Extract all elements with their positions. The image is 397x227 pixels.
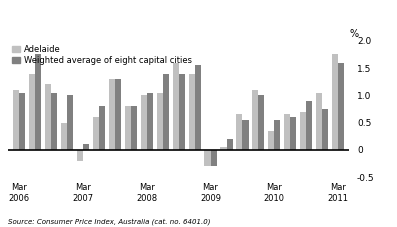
Bar	[131, 106, 137, 150]
Bar	[338, 63, 344, 150]
Bar	[93, 117, 99, 150]
Bar	[220, 147, 227, 150]
Bar	[35, 54, 41, 150]
Bar	[236, 114, 243, 150]
Bar	[290, 117, 297, 150]
Bar	[83, 144, 89, 150]
Bar	[141, 95, 147, 150]
Bar	[243, 120, 249, 150]
Bar	[274, 120, 280, 150]
Bar	[115, 79, 121, 150]
Bar	[125, 106, 131, 150]
Bar	[67, 95, 73, 150]
Text: %: %	[349, 30, 358, 39]
Bar	[258, 95, 264, 150]
Bar	[210, 150, 217, 166]
Bar	[306, 101, 312, 150]
Legend: Adelaide, Weighted average of eight capital cities: Adelaide, Weighted average of eight capi…	[12, 45, 192, 65]
Bar	[29, 74, 35, 150]
Bar	[300, 112, 306, 150]
Bar	[252, 90, 258, 150]
Bar	[99, 106, 105, 150]
Bar	[322, 109, 328, 150]
Text: Source: Consumer Price Index, Australia (cat. no. 6401.0): Source: Consumer Price Index, Australia …	[8, 218, 210, 225]
Bar	[61, 123, 67, 150]
Bar	[19, 93, 25, 150]
Bar	[189, 74, 195, 150]
Bar	[147, 93, 153, 150]
Bar	[284, 114, 290, 150]
Bar	[268, 131, 274, 150]
Bar	[316, 93, 322, 150]
Bar	[109, 79, 115, 150]
Bar	[204, 150, 210, 166]
Bar	[45, 84, 51, 150]
Bar	[227, 139, 233, 150]
Bar	[173, 63, 179, 150]
Bar	[13, 90, 19, 150]
Bar	[163, 74, 169, 150]
Bar	[179, 74, 185, 150]
Bar	[195, 65, 200, 150]
Bar	[332, 54, 338, 150]
Bar	[77, 150, 83, 161]
Bar	[157, 93, 163, 150]
Bar	[51, 93, 57, 150]
